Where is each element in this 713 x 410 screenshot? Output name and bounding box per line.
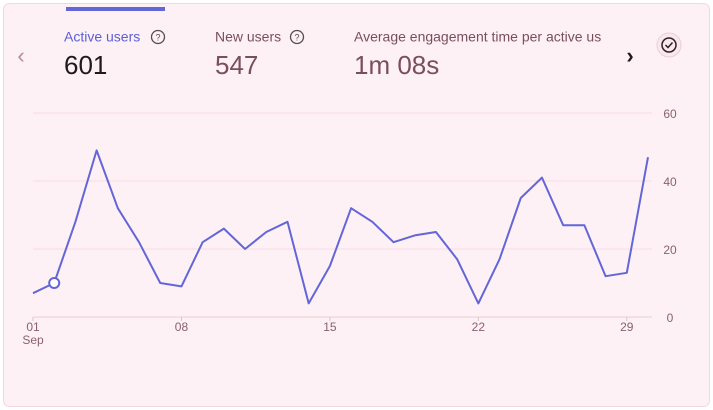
y-tick-label: 20 [663, 243, 677, 257]
prev-chevron[interactable]: ‹ [17, 43, 24, 68]
help-icon[interactable] [289, 29, 305, 45]
x-tick-label: 01 [26, 320, 40, 334]
metric-label: New users [215, 29, 281, 45]
tab[interactable]: New users ? 547 [215, 29, 305, 80]
active-tab-indicator [66, 7, 165, 11]
help-icon-glyph: ? [155, 32, 160, 42]
x-tick-label: 15 [323, 320, 337, 334]
y-tick-label: 40 [663, 175, 677, 189]
series-line [32, 149, 649, 305]
help-icon[interactable] [150, 29, 166, 45]
x-tick-label: 22 [472, 320, 486, 334]
highlighted-point [48, 277, 61, 289]
x-tick-label: 08 [175, 320, 189, 334]
check-button[interactable] [656, 32, 682, 58]
tab[interactable]: Active users ? 601 [64, 29, 166, 80]
check-icon [661, 37, 677, 53]
x-month-label: Sep [22, 333, 44, 347]
metric-value: 1m 08s [354, 50, 439, 80]
next-chevron[interactable]: › [626, 43, 633, 68]
x-tick-label: 29 [620, 320, 634, 334]
check-mark [664, 41, 674, 49]
metric-value: 547 [215, 50, 258, 80]
metric-label: Average engagement time per active us [354, 29, 601, 45]
tab[interactable]: Average engagement time per active us 1m… [354, 29, 601, 80]
metric-value: 601 [64, 50, 107, 80]
y-tick-label: 0 [667, 311, 674, 325]
metric-label: Active users [64, 29, 140, 45]
card-background [3, 3, 710, 407]
help-icon-glyph: ? [294, 32, 299, 42]
y-tick-label: 60 [663, 107, 677, 121]
